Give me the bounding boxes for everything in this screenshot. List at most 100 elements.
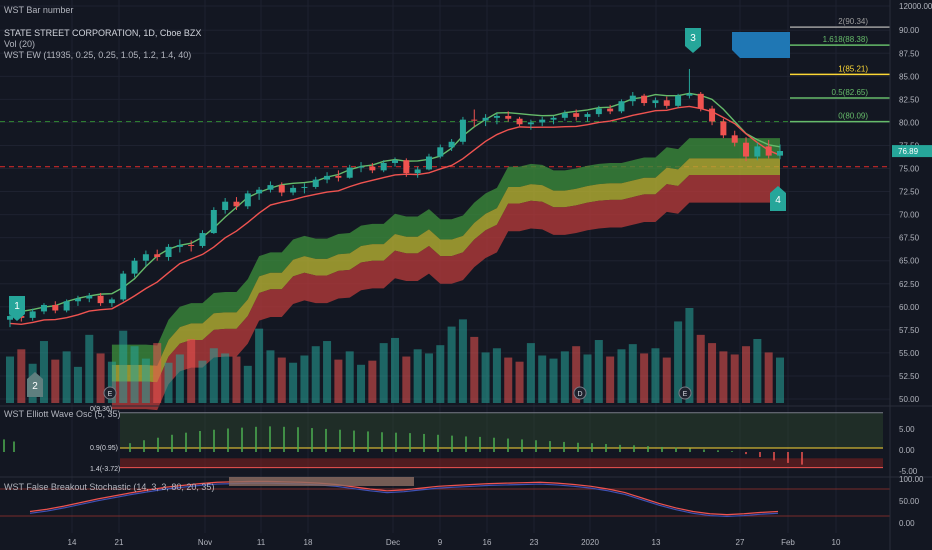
candle-body [335, 175, 342, 178]
volume-bar [470, 336, 479, 403]
candle-body [425, 156, 432, 170]
candle-body [403, 160, 410, 174]
candle-body [120, 273, 127, 300]
price-tick-label: 67.50 [899, 234, 920, 243]
volume-bar [130, 346, 139, 403]
event-marker [573, 386, 587, 400]
candle-body [131, 260, 138, 274]
price-tick-label: 55.00 [899, 349, 920, 358]
volume-bar [187, 338, 196, 403]
candle-body [199, 233, 206, 246]
wave-2-marker [27, 372, 43, 397]
candle-body [414, 169, 421, 174]
candle-body [527, 122, 534, 125]
fib-levels: 2(90.34) 1.618(88.38) 1(85.21) 0.5(82.65) 0(… [732, 17, 890, 123]
last-price-tag [892, 145, 932, 158]
price-tick-label: 87.50 [899, 49, 920, 58]
osc-level-label: 1.4(-3.72) [90, 466, 120, 473]
time-tick-label: 16 [483, 538, 492, 547]
volume-bar [538, 355, 547, 403]
candle-body [256, 189, 263, 194]
volume-bar [719, 351, 728, 403]
stoch-tick-label: 50.00 [899, 497, 920, 506]
volume-bar [764, 352, 773, 403]
volume-bar [651, 348, 660, 403]
volume-bar [300, 355, 309, 403]
candle-body [176, 245, 183, 247]
volume-bar [17, 349, 26, 403]
osc-lower-zone [120, 458, 883, 468]
stoch-label[interactable]: WST False Breakout Stochastic (14, 3, 3,… [4, 482, 215, 492]
time-tick-label: 21 [115, 538, 124, 547]
volume-bar [776, 357, 784, 403]
wave-3-marker [685, 28, 701, 53]
candle-body [233, 201, 240, 207]
price-tick-label: 57.50 [899, 326, 920, 335]
price-tick-label: 52.50 [899, 372, 920, 381]
red-band [111, 174, 781, 411]
volume-bar [617, 349, 626, 403]
event-marker-label: E [108, 391, 113, 398]
time-tick-label: 11 [257, 538, 266, 547]
candle-body [595, 108, 602, 115]
volume-bar [594, 340, 603, 403]
candles [7, 68, 783, 328]
fib-label: 1(85.21) [838, 64, 868, 73]
candle-body [324, 175, 331, 180]
candle-body [697, 93, 704, 109]
volume-bar [458, 319, 467, 403]
time-tick-label: 18 [304, 538, 313, 547]
wave-4-marker-label: 4 [775, 195, 781, 206]
volume-bar [560, 351, 569, 403]
volume-bar [447, 326, 456, 403]
time-tick-label: Dec [386, 538, 400, 547]
volume-bar [51, 359, 60, 403]
wave-4-marker [770, 186, 786, 211]
volume-bar [266, 350, 275, 403]
volume-bar [730, 354, 739, 403]
volume-label[interactable]: Vol (20) [4, 39, 36, 49]
price-tick-label: 82.50 [899, 95, 920, 104]
event-marker [678, 386, 692, 400]
volume-bar [481, 352, 490, 403]
time-tick-label: 9 [438, 538, 443, 547]
price-tick-label: 65.00 [899, 257, 920, 266]
volume-bar [492, 348, 501, 403]
candle-body [754, 146, 761, 157]
volume-bar [526, 343, 535, 403]
candle-body [629, 95, 636, 102]
ew-bands [111, 138, 781, 411]
volume-bar [6, 356, 14, 403]
osc-upper-zone [120, 412, 883, 449]
osc-label[interactable]: WST Elliott Wave Osc (5, 35) [4, 409, 121, 419]
candle-body [312, 179, 319, 187]
event-marker-label: E [683, 391, 688, 398]
stoch-tick-label: 100.00 [899, 475, 924, 484]
volume-bar [662, 357, 671, 403]
candle-body [584, 114, 591, 117]
candle-body [641, 95, 648, 104]
chart-title: STATE STREET CORPORATION, 1D, Cboe BZX [4, 28, 202, 38]
bar-number-title[interactable]: WST Bar number [4, 5, 74, 15]
ew-label[interactable]: WST EW (11935, 0.25, 0.25, 1.05, 1.2, 1.… [4, 50, 192, 60]
stoch-d-line [29, 482, 779, 518]
time-tick-label: 23 [530, 538, 539, 547]
volume-bar [232, 356, 241, 403]
volume-bar [708, 343, 717, 403]
price-tick-label: 85.00 [899, 72, 920, 81]
candle-body [210, 210, 217, 234]
volume-bar [345, 351, 354, 403]
stoch-k-line [29, 480, 779, 516]
volume-bar [255, 328, 264, 403]
volume-bar [73, 366, 82, 403]
candle-body [573, 113, 580, 117]
stoch-pane: 100.00 50.00 0.00 [0, 475, 932, 528]
volume-bar [402, 356, 411, 403]
volume-bar [379, 343, 388, 403]
price-tick-label: 12000.00 [899, 2, 932, 11]
volume-bar [221, 353, 230, 403]
candle-body [74, 298, 81, 302]
wave-2-marker-label: 2 [32, 381, 38, 392]
osc-level-label: 0(9.36) [90, 406, 112, 413]
